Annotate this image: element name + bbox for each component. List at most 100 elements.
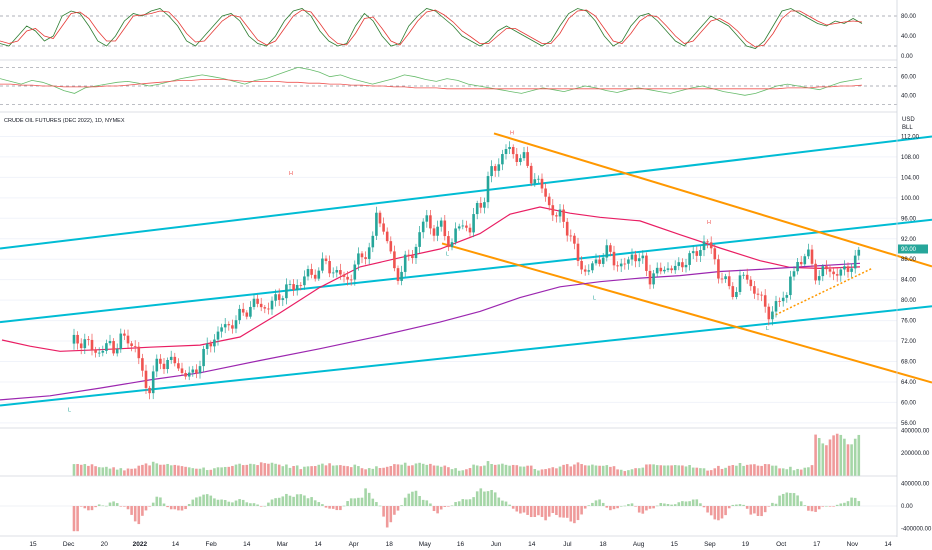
candle-body [583,269,587,272]
oscillator-bar [331,506,335,509]
candle-body [389,241,393,252]
candle-body [839,269,843,276]
price-tick-label: 84.00 [901,278,917,284]
oscillator-bar [195,497,198,506]
time-tick-label: 18 [386,541,394,548]
oscillator-bar [123,506,126,507]
volume-bar [763,464,767,476]
candle-body [418,232,421,247]
oscillator-bar [177,506,180,511]
oscillator-bar [274,498,277,506]
oscillator-bar [529,506,533,518]
oscillator-bar [699,503,702,506]
oscillator-bar [378,505,382,507]
oscillator-bar [461,499,465,506]
candle-body [159,358,162,364]
oscillator-bar [267,502,270,506]
volume-bar [583,465,587,476]
candle-body [432,228,436,236]
candle-body [526,152,529,166]
oscillator-bar [393,506,396,515]
candle-body [479,202,483,208]
candle-body [529,165,533,184]
candle-body [105,343,108,351]
oscillator-bar [771,502,774,506]
volume-bar [526,465,529,476]
candle-body [468,227,472,233]
volume-bar [277,464,281,476]
candle-body [403,254,407,272]
oscillator-bar [565,506,569,518]
price-tick-label: 64.00 [901,380,917,386]
candle-body [562,209,565,222]
oscillator-bar [364,488,367,506]
volume-bar [112,467,115,476]
oscillator-bar [825,505,828,507]
oscillator-tick-label: -400000.00 [901,526,932,532]
volume-bar [825,445,828,476]
volume-bar [468,468,472,476]
candle-body [191,369,195,373]
oscillator-bar [497,497,501,506]
oscillator-bar [213,498,216,506]
trendline [441,242,932,384]
volume-bar [699,468,702,476]
oscillator-bar [414,490,418,506]
volume-bar [612,466,616,476]
oscillator-bar [468,499,472,506]
candle-body [558,209,562,217]
oscillator-bar [432,506,436,512]
volume-bar [144,463,148,476]
currency-label: USD [902,117,915,123]
volume-bar [155,463,159,476]
candle-body [540,178,544,189]
price-axis: 56.00 60.00 64.00 68.00 72.00 76.00 80.00 84.00… [896,0,932,537]
oscillator-bar [270,499,274,506]
oscillator-bar [198,496,202,506]
candle-body [724,276,727,280]
time-tick-label: 19 [742,541,750,548]
oscillator-bar [241,499,245,506]
volume-bar [565,464,569,476]
candle-body [655,267,659,274]
candle-body [306,269,310,277]
oscillator-bar [508,504,511,506]
oscillator-bar [436,506,439,514]
volume-bar [342,465,346,476]
volume-bar [375,466,378,476]
oscillator-bar [810,506,814,512]
candle-body [346,276,349,280]
candle-body [817,276,821,281]
candle-body [202,348,205,367]
candle-body [123,333,126,336]
candle-body [277,294,281,300]
volume-bar [267,463,270,476]
volume-bar [202,467,205,476]
volume-bar [151,461,155,476]
candle-body [148,387,151,394]
volume-tick-label: 400000.00 [901,428,930,434]
volume-bar [645,464,648,476]
oscillator-bar [670,504,673,506]
candle-body [396,268,400,281]
oscillator-bar [429,503,432,506]
volume-bar [695,467,699,476]
volume-bar [191,468,195,476]
oscillator-bar [166,506,169,508]
volume-bar [213,468,216,476]
oscillator-bar [425,500,429,506]
candle-body [515,154,519,163]
volume-bar [205,470,209,476]
candle-body [357,253,360,265]
candle-body [425,215,429,222]
volume-bar [655,465,659,476]
oscillator-bar [799,501,803,506]
trendline [0,305,932,407]
oscillator-bar [306,498,310,506]
candle-body [367,247,371,259]
volume-bar [439,466,443,476]
oscillator-bar [547,506,551,517]
candle-body [375,212,378,236]
volume-bar [501,463,504,476]
oscillator-bar [101,505,105,507]
